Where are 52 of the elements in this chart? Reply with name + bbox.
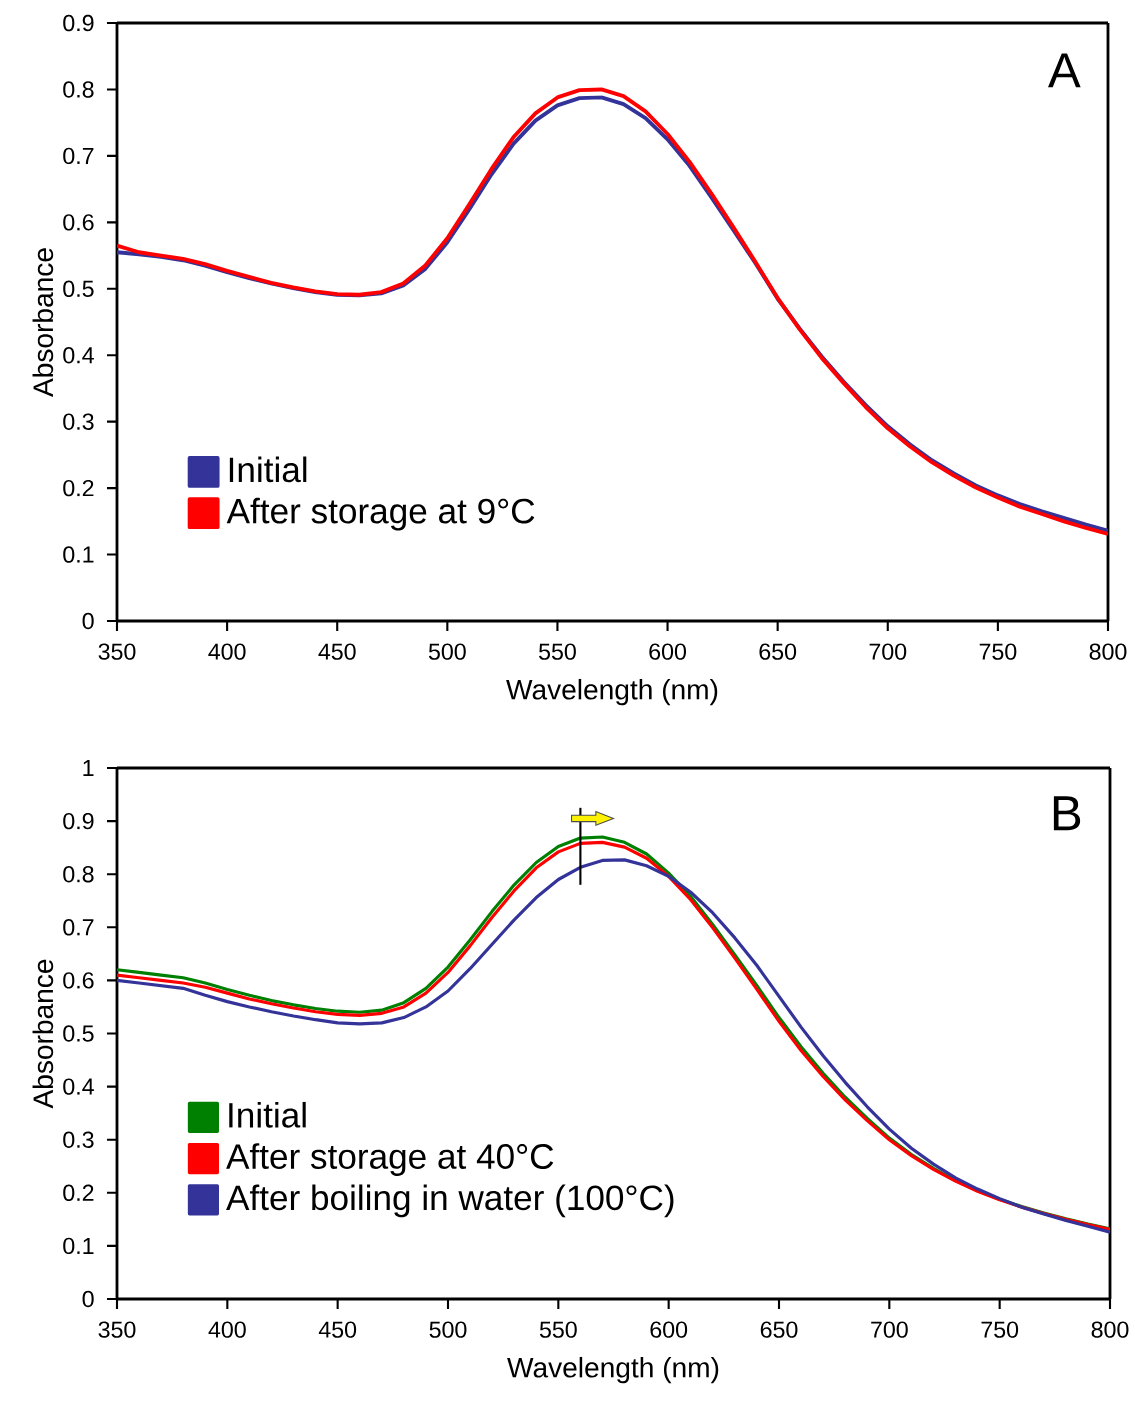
x-tick-label: 550: [539, 1321, 577, 1338]
legend-label: Initial: [229, 456, 307, 483]
x-tick-label: 700: [871, 1321, 908, 1338]
x-tick-label: 450: [318, 1321, 357, 1338]
y-tick-label: 0.2: [63, 1184, 94, 1201]
y-tick-label: 0.4: [63, 1078, 94, 1095]
legend-label: After boiling in water (100°C): [226, 1184, 674, 1218]
x-tick-label: 750: [979, 643, 1017, 660]
y-tick-label: 0: [82, 612, 94, 630]
x-tick-label: 450: [318, 643, 356, 660]
x-tick-label: 350: [98, 1321, 136, 1338]
legend-label: Initial: [229, 1101, 306, 1128]
y-tick-label: 0.9: [63, 812, 94, 830]
y-tick-label: 0: [82, 1290, 94, 1308]
x-axis-title: Wavelength (nm): [506, 678, 718, 706]
y-tick-label: 0.4: [63, 347, 94, 364]
annotation: B: [1053, 796, 1081, 831]
y-tick-label: 0.6: [63, 214, 94, 231]
x-tick-label: 400: [208, 1321, 246, 1338]
y-tick-label: 0.8: [63, 81, 94, 98]
y-axis-title: Absorbance: [32, 248, 54, 397]
y-tick-label: 1: [83, 759, 94, 776]
x-tick-label: 350: [98, 643, 136, 660]
legend-label: After storage at 40°C: [226, 1143, 554, 1176]
y-tick-label: 0.9: [63, 14, 94, 32]
x-tick-label: 800: [1089, 643, 1127, 660]
x-tick-label: 500: [429, 1321, 467, 1338]
x-tick-label: 800: [1091, 1321, 1129, 1338]
x-tick-label: 600: [649, 643, 687, 660]
y-tick-label: 0.1: [63, 1237, 94, 1255]
x-tick-label: 400: [208, 643, 246, 660]
y-tick-label: 0.7: [63, 919, 94, 936]
y-tick-label: 0.5: [63, 1025, 94, 1042]
x-tick-label: 650: [760, 1321, 798, 1338]
x-tick-label: 700: [869, 643, 907, 660]
y-tick-label: 0.3: [63, 413, 94, 430]
x-tick-label: 550: [539, 643, 576, 660]
annotation: A: [1048, 53, 1081, 88]
x-tick-label: 750: [981, 1321, 1019, 1338]
y-tick-label: 0.8: [63, 865, 94, 883]
x-tick-label: 600: [650, 1321, 688, 1338]
y-tick-label: 0.1: [63, 546, 94, 563]
legend-label: After storage at 9°C: [226, 497, 535, 531]
x-axis-title: Wavelength (nm): [507, 1356, 719, 1384]
y-tick-label: 0.7: [63, 147, 94, 165]
y-tick-label: 0.6: [63, 972, 94, 989]
x-tick-label: 500: [428, 643, 466, 660]
y-tick-label: 0.5: [63, 280, 94, 297]
x-tick-label: 650: [759, 643, 797, 660]
y-axis-title: Absorbance: [32, 959, 54, 1109]
y-tick-label: 0.2: [63, 479, 94, 497]
y-tick-label: 0.3: [63, 1131, 94, 1148]
